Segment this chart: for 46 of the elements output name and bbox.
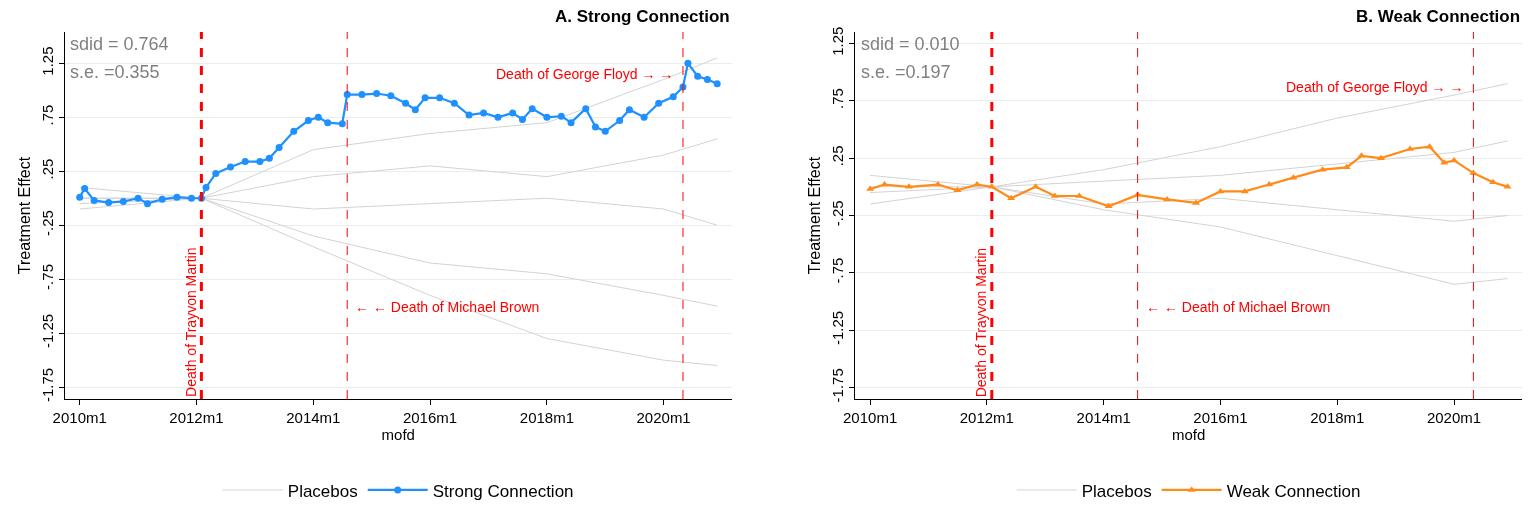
y-tick-label: .25 — [39, 158, 56, 180]
legend-label: Placebos — [287, 481, 358, 501]
y-tick-label: .25 — [829, 145, 847, 167]
x-tick-label: 2012m1 — [169, 409, 224, 426]
ref-line-label: Death of George Floyd → → — [496, 66, 674, 82]
annotation: s.e. =0.355 — [70, 62, 160, 82]
annotation: sdid = 0.764 — [70, 34, 169, 54]
y-tick-label: -.75 — [39, 264, 56, 290]
ref-line-label: ← ← Death of Michael Brown — [355, 299, 540, 315]
x-tick-label: 2016m1 — [1193, 409, 1248, 426]
x-axis-title: mofd — [381, 426, 415, 443]
x-tick-label: 2016m1 — [402, 409, 458, 426]
y-tick-label: -.25 — [39, 210, 56, 236]
y-tick-label: -.25 — [829, 200, 847, 227]
y-axis-title: Treatment Effect — [806, 156, 824, 275]
legend-label: Strong Connection — [432, 481, 574, 501]
x-tick-label: 2014m1 — [1076, 409, 1131, 426]
x-tick-label: 2010m1 — [843, 409, 898, 426]
x-tick-label: 2018m1 — [519, 409, 575, 426]
ref-line-label: Death of Trayvon Martin — [973, 247, 990, 398]
y-tick-label: -1.25 — [829, 310, 847, 346]
y-tick-label: .75 — [39, 104, 56, 126]
annotation: sdid = 0.010 — [861, 34, 960, 54]
x-axis-title: mofd — [1172, 426, 1206, 443]
annotation: s.e. =0.197 — [861, 62, 951, 82]
x-tick-label: 2020m1 — [1426, 409, 1482, 426]
y-tick-label: 1.25 — [829, 26, 847, 56]
x-tick-label: 2012m1 — [959, 409, 1014, 426]
ref-line-label: Death of Trayvon Martin — [182, 247, 199, 397]
y-axis-title: Treatment Effect — [15, 156, 33, 275]
chart-title: B. Weak Connection — [1356, 7, 1521, 26]
y-tick-label: -1.75 — [829, 368, 847, 403]
y-tick-label: 1.25 — [39, 46, 56, 76]
y-tick-label: -1.25 — [39, 313, 56, 349]
y-tick-label: -.75 — [829, 257, 847, 284]
x-tick-label: 2018m1 — [1310, 409, 1365, 426]
y-tick-label: -1.75 — [39, 367, 56, 402]
y-tick-label: .75 — [829, 88, 847, 109]
legend-label: Weak Connection — [1226, 481, 1361, 501]
ref-line-label: ← ← Death of Michael Brown — [1146, 299, 1331, 315]
x-tick-label: 2020m1 — [636, 409, 691, 426]
x-tick-label: 2014m1 — [286, 409, 341, 426]
chart-title: A. Strong Connection — [555, 7, 730, 26]
x-tick-label: 2010m1 — [52, 409, 107, 426]
ref-line-label: Death of George Floyd → → — [1286, 79, 1464, 95]
legend-label: Placebos — [1081, 481, 1152, 501]
